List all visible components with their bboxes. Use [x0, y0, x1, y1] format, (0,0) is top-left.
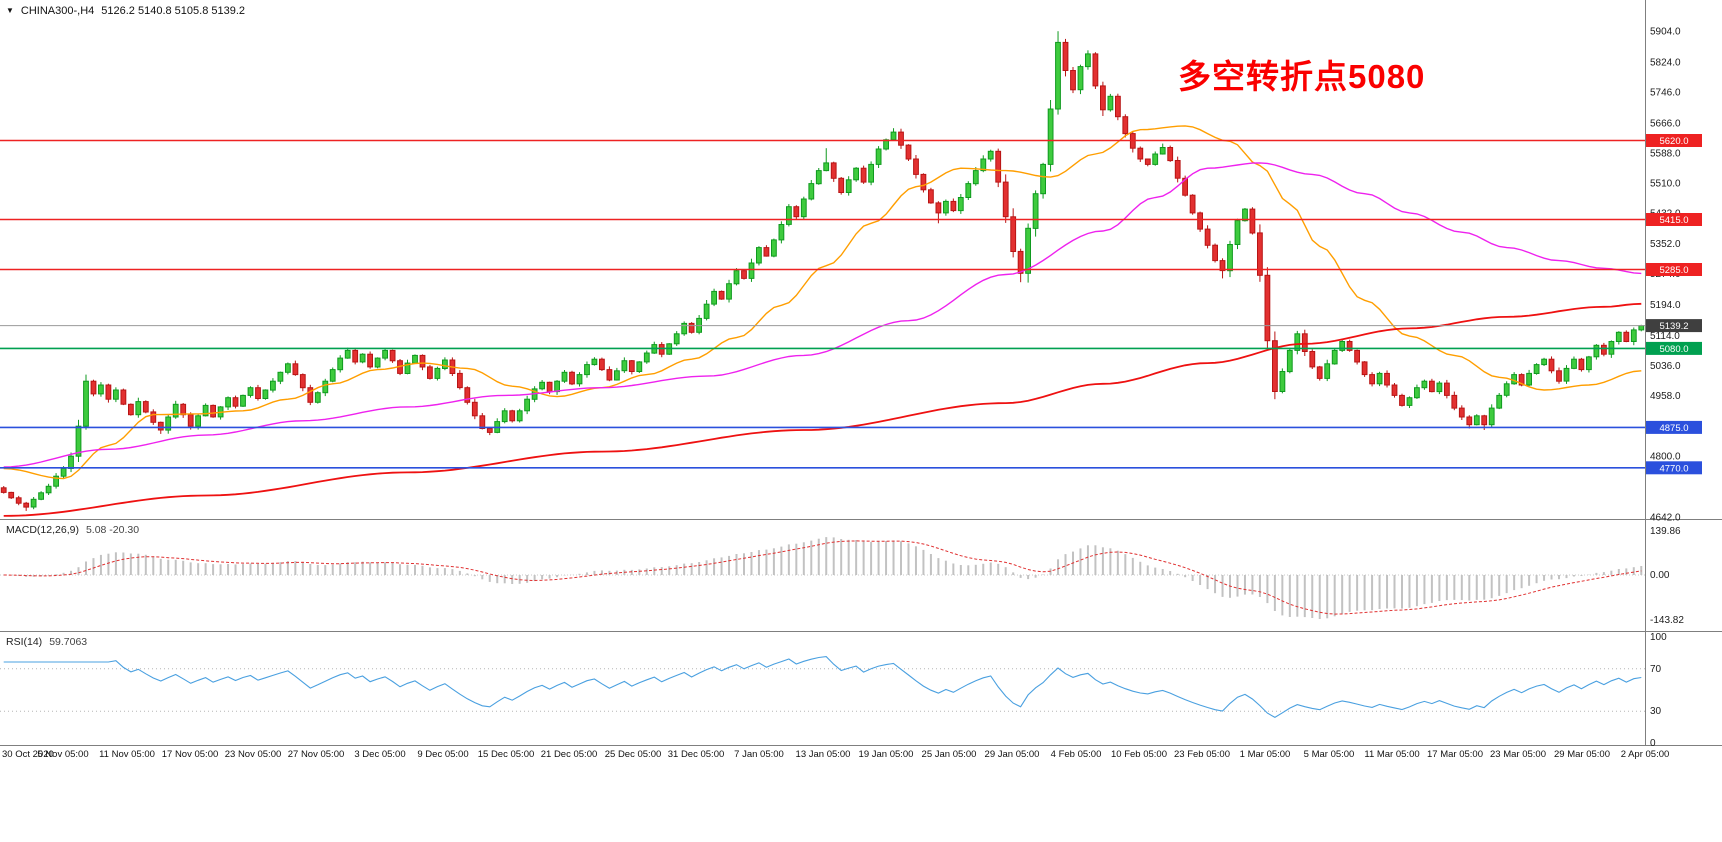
time-axis-label: 23 Mar 05:00: [1490, 749, 1546, 760]
svg-text:4642.0: 4642.0: [1650, 513, 1681, 524]
price-tag: [1646, 134, 1702, 147]
time-axis-label: 19 Jan 05:00: [858, 749, 914, 760]
svg-text:-143.82: -143.82: [1650, 615, 1684, 626]
price-tag: [1646, 263, 1702, 276]
time-axis-label: 11 Nov 05:00: [99, 749, 155, 760]
svg-text:30: 30: [1650, 706, 1662, 717]
time-axis-label: 17 Nov 05:00: [161, 749, 219, 760]
svg-text:5352.0: 5352.0: [1650, 239, 1681, 250]
time-axis-label: 9 Dec 05:00: [417, 749, 469, 760]
time-axis-label: 10 Feb 05:00: [1111, 749, 1167, 760]
svg-text:5036.0: 5036.0: [1650, 361, 1681, 372]
svg-text:5114.0: 5114.0: [1650, 331, 1680, 342]
price-tag-label: 5139.2: [1659, 321, 1688, 332]
price-tag-label: 5415.0: [1659, 215, 1688, 226]
macd-label: MACD(12,26,9): [6, 524, 79, 536]
time-axis-label: 21 Dec 05:00: [540, 749, 598, 760]
candlestick-series: [0, 31, 1645, 511]
svg-text:5510.0: 5510.0: [1650, 178, 1681, 189]
svg-text:5824.0: 5824.0: [1650, 58, 1681, 69]
time-axis: 30 Oct 2020 5 Nov 05:00 11 Nov 05:00 17 Nov…: [0, 749, 1722, 765]
time-axis-label: 27 Nov 05:00: [287, 749, 345, 760]
rsi-axis-labels: 100 70 30 0: [1650, 632, 1667, 746]
svg-text:5904.0: 5904.0: [1650, 27, 1681, 38]
rsi-label: RSI(14): [6, 636, 43, 648]
time-axis-label: 5 Mar 05:00: [1303, 749, 1355, 760]
time-axis-label: 29 Mar 05:00: [1554, 749, 1610, 760]
svg-text:5666.0: 5666.0: [1650, 118, 1681, 129]
price-tag: [1646, 213, 1702, 226]
time-axis-label: 30 Oct 2020: [2, 749, 54, 760]
macd-axis-labels: 139.86 0.00 -143.82: [1650, 526, 1684, 626]
price-tag-label: 4770.0: [1659, 463, 1688, 474]
price-tag-label: 5285.0: [1659, 265, 1688, 276]
time-axis-label: 31 Dec 05:00: [667, 749, 725, 760]
time-axis-label: 5 Nov 05:00: [37, 749, 89, 760]
macd-signal-line: [3, 540, 1642, 615]
price-tag: [1646, 319, 1702, 333]
time-axis-label: 3 Dec 05:00: [354, 749, 406, 760]
svg-text:70: 70: [1650, 664, 1662, 675]
svg-text:0.00: 0.00: [1650, 570, 1670, 581]
time-axis-label: 23 Feb 05:00: [1174, 749, 1230, 760]
chart-annotation[interactable]: 多空转折点5080: [1178, 58, 1426, 95]
svg-text:5194.0: 5194.0: [1650, 300, 1681, 311]
time-axis-label: 15 Dec 05:00: [477, 749, 535, 760]
chart-canvas[interactable]: 5904.05824.05746.05666.05588.05510.05432…: [0, 0, 1722, 746]
price-tag: [1646, 461, 1702, 475]
macd-indicator-title: MACD(12,26,9) 5.08 -20.30: [6, 524, 139, 536]
svg-text:139.86: 139.86: [1650, 526, 1681, 537]
svg-text:4800.0: 4800.0: [1650, 452, 1681, 463]
svg-text:5746.0: 5746.0: [1650, 88, 1681, 99]
time-axis-label: 13 Jan 05:00: [795, 749, 851, 760]
ma-mid-line: [3, 162, 1642, 468]
price-tag-label: 5620.0: [1659, 136, 1688, 147]
ma-slow-line: [3, 302, 1642, 517]
price-level-lines: 5620.0 5415.0 5285.0 5139.2 5080.0 4875.0 4770…: [0, 134, 1702, 475]
ma-fast-line: [3, 125, 1642, 480]
symbol-info-bar: ▼ CHINA300-,H4 5126.2 5140.8 5105.8 5139…: [6, 5, 245, 17]
time-axis-label: 25 Jan 05:00: [921, 749, 977, 760]
time-axis-label: 17 Mar 05:00: [1427, 749, 1483, 760]
price-tag: [1646, 420, 1702, 434]
price-tag-label: 5080.0: [1659, 344, 1688, 355]
svg-text:100: 100: [1650, 632, 1667, 643]
time-axis-label: 1 Mar 05:00: [1239, 749, 1291, 760]
time-axis-label: 23 Nov 05:00: [224, 749, 282, 760]
rsi-value: 59.7063: [49, 636, 88, 648]
symbol-period-label: CHINA300-,H4: [20, 5, 95, 17]
svg-text:5588.0: 5588.0: [1650, 148, 1681, 159]
svg-text:4958.0: 4958.0: [1650, 391, 1681, 402]
ohlc-values: 5126.2 5140.8 5105.8 5139.2: [101, 5, 246, 17]
price-tag-label: 4875.0: [1659, 423, 1688, 434]
time-axis-label: 7 Jan 05:00: [734, 749, 784, 760]
time-axis-label: 11 Mar 05:00: [1364, 749, 1420, 760]
macd-values: 5.08 -20.30: [85, 524, 140, 536]
time-axis-label: 29 Jan 05:00: [984, 749, 1040, 760]
time-axis-label: 25 Dec 05:00: [604, 749, 662, 760]
macd-histogram: [10, 537, 1643, 619]
price-tag: [1646, 341, 1702, 355]
svg-text:0: 0: [1650, 738, 1656, 746]
time-axis-label: 4 Feb 05:00: [1050, 749, 1102, 760]
time-axis-label: 2 Apr 05:00: [1620, 749, 1670, 760]
rsi-indicator-title: RSI(14) 59.7063: [6, 636, 87, 648]
rsi-line: [3, 656, 1642, 719]
chart-dropdown-icon[interactable]: ▼: [6, 6, 14, 15]
